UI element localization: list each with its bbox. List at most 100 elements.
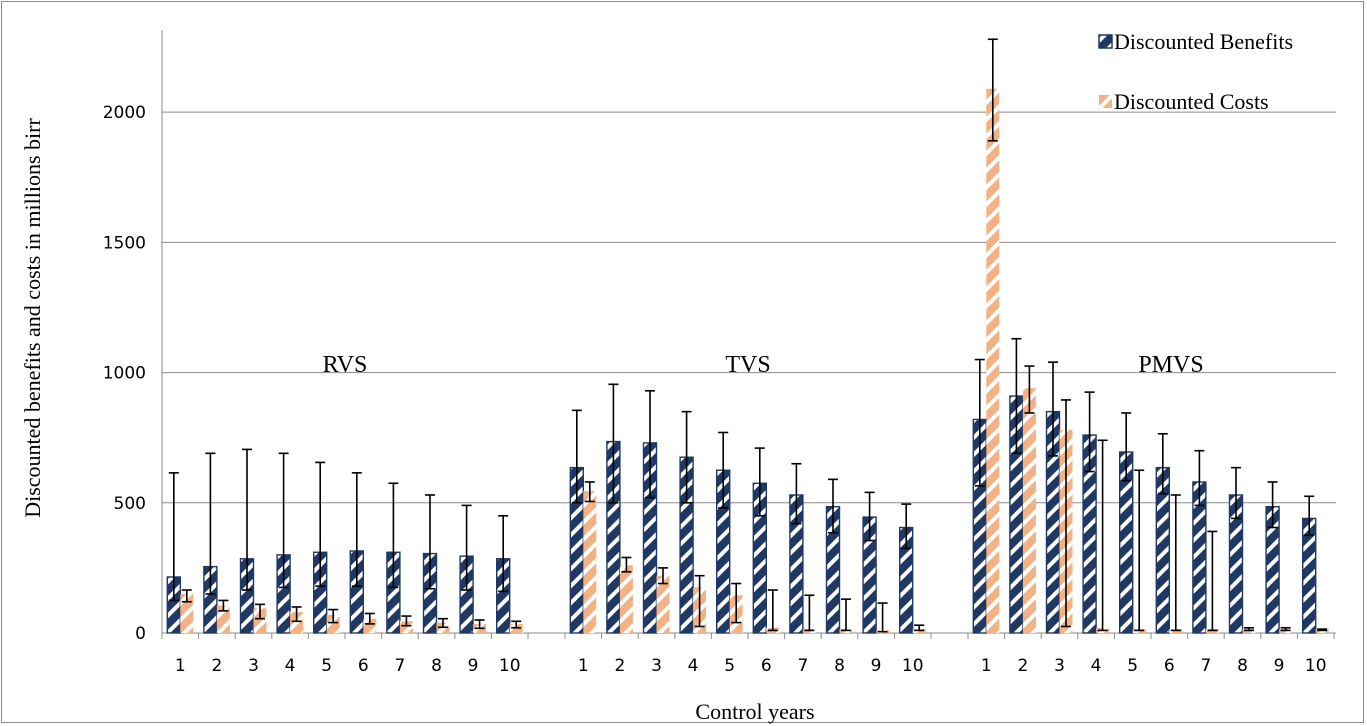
x-tick-label: 3 [651,656,662,676]
benefit-error-bar [315,461,326,587]
legend: Discounted Benefits Discounted Costs [1098,29,1293,114]
cost-bar [583,491,597,633]
error-bars [168,38,1328,633]
cost-error-bar [1170,494,1181,632]
x-tick-label: 7 [1200,656,1211,676]
x-tick-label: 1 [578,656,589,676]
x-tick-label: 1 [175,656,186,676]
cost-error-bar [621,556,632,573]
cost-bar [363,618,377,633]
benefit-error-bar [974,358,985,487]
cost-bar [253,608,267,633]
cost-error-bar [181,589,192,603]
x-tick-label: 8 [431,656,442,676]
x-tick-label: 1 [981,656,992,676]
benefit-error-bar [168,472,179,602]
benefit-error-bar [718,431,729,509]
cost-error-bar [694,574,705,628]
group-label-pmvs: PMVS [1138,352,1203,378]
benefit-error-bar [278,452,289,589]
x-tick-label: 8 [834,656,845,676]
benefit-error-bar [828,478,838,534]
benefit-error-bar [425,494,435,590]
benefit-error-bar [901,503,912,550]
cost-bar [290,612,304,633]
legend-label-benefits: Discounted Benefits [1114,29,1293,54]
cost-error-bar [291,606,302,623]
cost-error-bar [767,589,778,632]
cost-error-bar [328,608,339,624]
cost-error-bar [841,598,851,632]
cost-error-bar [364,612,375,625]
x-axis-title: Control years [695,699,814,724]
x-tick-label: 10 [902,656,924,676]
x-tick-label: 3 [1054,656,1065,676]
cost-error-bar [438,617,448,629]
y-tick-label: 2000 [103,103,146,123]
benefit-error-bar [1121,412,1132,482]
cost-bar [216,605,230,633]
legend-swatch-costs [1099,95,1112,108]
x-tick-label: 4 [688,656,699,676]
cost-error-bar [1244,626,1254,632]
y-tick-label: 0 [135,624,146,644]
cost-error-bar [1061,399,1071,628]
benefit-error-bar [388,482,399,589]
x-tick-label: 2 [211,656,222,676]
legend-label-costs: Discounted Costs [1114,89,1269,114]
benefit-error-bar [681,410,692,504]
cost-error-bar [218,599,229,612]
x-tick-label: 10 [1305,656,1327,676]
cost-bar [986,88,1000,633]
benefit-error-bar [864,491,875,542]
benefit-error-bar [498,515,509,593]
benefit-error-bar [351,472,362,587]
benefit-error-bar [791,462,802,525]
y-tick-label: 1500 [103,233,146,253]
cost-error-bar [1317,628,1328,632]
cost-bar [180,593,194,633]
x-tick-label: 9 [468,656,479,676]
bars [166,88,1329,634]
x-tick-label: 6 [358,656,369,676]
x-tick-label: 7 [394,656,405,676]
benefit-error-bar [1011,337,1022,455]
cost-error-bar [401,615,412,627]
cost-error-bar [804,594,815,632]
cost-error-bar [877,602,888,633]
cost-bar [326,614,340,633]
cost-error-bar [511,620,522,629]
benefit-error-bar [1231,466,1241,520]
benefit-error-bar [205,452,216,595]
cost-error-bar [1207,530,1218,632]
x-tick-label: 7 [797,656,808,676]
benefit-error-bar [571,409,582,504]
cost-bar [399,621,413,633]
benefit-error-bar [1194,449,1205,507]
cost-error-bar [731,582,742,624]
y-tick-label: 1000 [103,364,146,384]
x-tick-label: 4 [285,656,296,676]
cost-bar [619,565,633,633]
benefit-error-bar [608,383,619,504]
x-tick-label: 4 [1091,656,1102,676]
benefit-error-bar [1157,432,1168,495]
cost-error-bar [987,38,998,142]
benefit-error-bar [242,448,252,591]
x-tick-label: 10 [499,656,521,676]
cost-error-bar [1134,469,1145,632]
x-tick-label: 5 [1127,656,1138,676]
group-label-tvs: TVS [725,352,770,378]
legend-swatch-benefits [1098,34,1113,49]
cost-bar [656,575,670,633]
benefit-error-bar [1304,495,1315,537]
cost-error-bar [474,619,485,630]
benefit-error-bar [1267,481,1278,529]
y-tick-label: 500 [114,494,146,514]
x-tick-label: 9 [1274,656,1285,676]
benefit-error-bar [754,447,765,517]
cost-error-bar [1097,439,1108,632]
x-tick-label: 5 [724,656,735,676]
